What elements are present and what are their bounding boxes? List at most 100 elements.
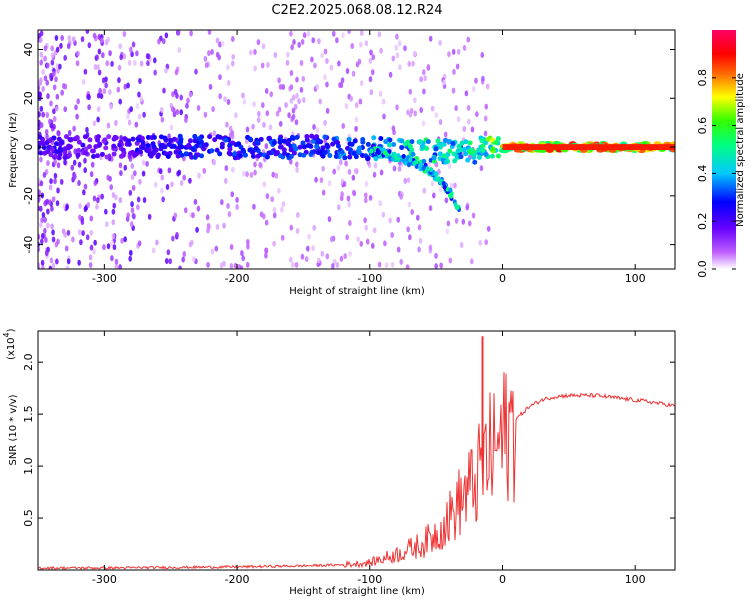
spectrogram-cell: [191, 212, 195, 219]
spectrogram-cell: [454, 105, 458, 112]
spectrogram-cell: [52, 84, 57, 91]
spectrogram-cell: [135, 50, 139, 57]
spectrogram-cell: [77, 259, 81, 266]
spectrogram-cell: [95, 137, 101, 143]
spectrogram-cell: [83, 68, 88, 75]
spectrogram-cell: [352, 138, 358, 144]
spectrogram-cell: [153, 147, 159, 153]
spectrogram-cell: [287, 112, 291, 119]
spectrogram-cell: [96, 106, 101, 113]
spectrogram-cell: [39, 37, 43, 44]
spectrogram-cell: [168, 137, 174, 143]
spectrogram-cell: [92, 120, 97, 127]
spectrogram-cell: [410, 151, 416, 157]
spectrogram-cell: [448, 257, 453, 264]
spectrogram-cell: [196, 104, 201, 111]
spectrogram-cell: [118, 264, 122, 269]
spectrogram-cell: [226, 150, 232, 156]
spectrogram-cell: [215, 134, 221, 140]
spectrogram-cell: [396, 153, 401, 159]
spectrogram-cell: [39, 51, 44, 58]
snr-x-axis: -300 -200 -100 0 100: [92, 331, 646, 586]
spectrogram-cell: [122, 136, 128, 142]
spectrogram-cell: [112, 135, 118, 141]
spectrogram-cell: [377, 261, 382, 268]
spectrogram-cell: [45, 149, 51, 155]
spectrogram-cell: [412, 50, 417, 57]
spectrogram-cell: [46, 93, 50, 100]
y-tick-label: 20: [22, 91, 35, 105]
spectrogram-cell: [130, 51, 134, 58]
spectrogram-cell: [388, 71, 393, 78]
spectrogram-cell: [278, 120, 283, 127]
spectrogram-cell: [341, 122, 346, 129]
spectrogram-cell: [248, 49, 253, 56]
spectrogram-cell: [97, 48, 102, 55]
spectrogram-cell: [253, 169, 257, 176]
spectrogram-cell: [114, 258, 119, 265]
spectrogram-cell: [281, 147, 287, 153]
spectrogram-cell: [150, 150, 156, 156]
spectrogram-cell: [261, 102, 265, 109]
spectrogram-cell: [146, 147, 152, 153]
spectrogram-cell: [347, 168, 352, 175]
spectrogram-cell: [289, 84, 294, 91]
spectrogram-cell: [130, 174, 135, 181]
spectrogram-cell: [399, 258, 404, 265]
colorbar-label: Normalized spectral amplitude: [735, 73, 746, 227]
y-tick-label: 2.0: [22, 353, 35, 371]
spectrogram-cell: [387, 137, 393, 143]
spectrogram-cell: [85, 234, 90, 241]
spectrogram-cell: [44, 128, 49, 135]
spectrogram-cell: [254, 139, 260, 145]
spectrogram-cell: [421, 158, 427, 164]
spectrogram-cell: [264, 88, 269, 95]
spectrogram-cell: [255, 153, 261, 159]
spectrogram-cell: [51, 236, 56, 243]
spectrogram-cell: [54, 34, 59, 41]
spectrogram-cell: [98, 87, 102, 94]
spectrogram-cell: [351, 70, 356, 77]
spectrogram-cell: [295, 228, 300, 235]
spectrogram-cell: [110, 60, 114, 67]
spectrogram-cell: [222, 260, 226, 267]
spectrogram-cell: [43, 75, 48, 82]
spectrogram-cell: [359, 41, 363, 48]
spectrogram-cell: [425, 139, 431, 145]
spectrogram-cell: [39, 205, 43, 212]
spectrogram-cell: [38, 196, 41, 203]
spectrogram-cell: [274, 149, 280, 155]
spectrogram-cell: [55, 93, 60, 100]
spectrogram-cell: [416, 214, 420, 221]
spectrogram-cell: [51, 229, 55, 236]
spectrogram-cell: [93, 179, 98, 186]
spectrogram-cell: [364, 40, 369, 47]
spectrogram-cell: [50, 52, 55, 59]
spectrogram-cell: [369, 49, 373, 56]
spectrogram-cell: [38, 124, 41, 131]
spectrogram-cell: [295, 166, 299, 173]
spectrogram-cell: [297, 152, 303, 158]
spectrogram-cell: [349, 95, 353, 102]
spectrogram-cell: [447, 163, 452, 170]
spectrogram-cell: [417, 139, 423, 145]
spectrogram-cell: [40, 238, 44, 245]
spectrogram-cell: [289, 224, 294, 231]
spectrogram-cell: [188, 177, 192, 184]
spectrogram-cell: [66, 229, 71, 236]
spectrogram-cell: [83, 150, 89, 156]
spectrogram-cell: [80, 142, 86, 148]
spectrogram-cell: [335, 37, 339, 44]
spectrogram-cell: [422, 187, 427, 194]
spectrogram-cell: [297, 98, 301, 105]
spectrogram-cell: [87, 104, 91, 111]
spectrogram-cell: [240, 250, 244, 257]
spectrogram-cell: [202, 167, 207, 174]
spectrogram-cell: [262, 213, 266, 220]
x-tick-label: -300: [92, 573, 117, 586]
spectrogram-cell: [218, 93, 222, 100]
spectrogram-cell: [119, 54, 124, 61]
spectrogram-cell: [39, 122, 44, 129]
spectrogram-cell: [428, 205, 433, 212]
spectrogram-cell: [112, 202, 117, 209]
